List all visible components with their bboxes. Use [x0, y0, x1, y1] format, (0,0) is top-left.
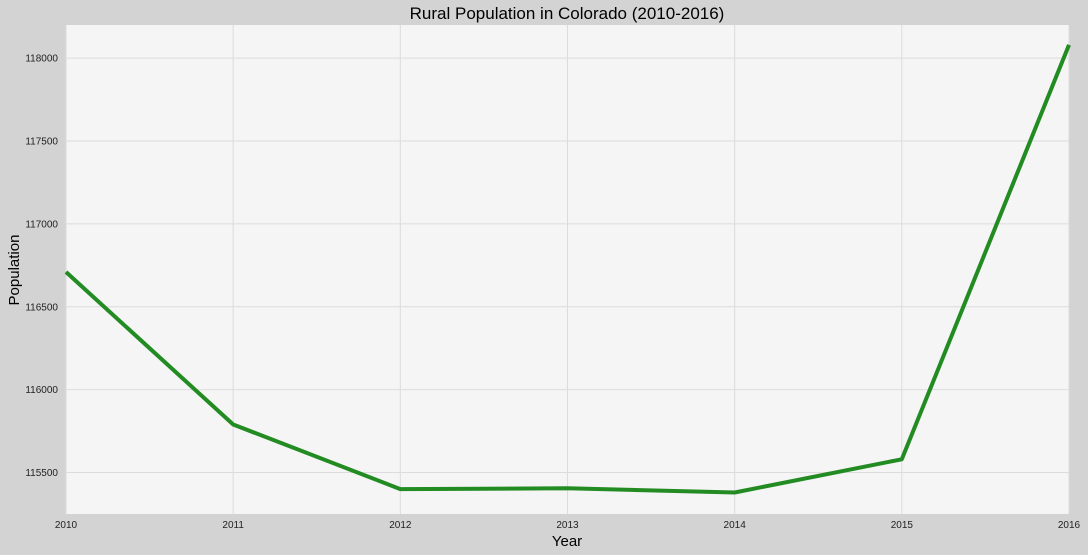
x-tick-label: 2015	[891, 520, 914, 531]
y-tick-label: 116500	[25, 302, 58, 313]
x-tick-label: 2013	[556, 520, 579, 531]
series	[64, 44, 1071, 495]
y-axis-label: Population	[6, 235, 23, 306]
grid	[65, 25, 1070, 514]
y-tick-label: 116000	[25, 385, 58, 396]
x-ticks: 2010 2011 2012 2013 2014 2015 2016	[55, 520, 1081, 531]
x-tick-label: 2010	[55, 520, 78, 531]
x-axis-label: Year	[552, 533, 582, 550]
y-tick-label: 117000	[25, 219, 58, 230]
y-tick-label: 117500	[25, 137, 58, 148]
x-tick-label: 2012	[389, 520, 412, 531]
y-ticks: 115500 116000 116500 117000 117500 118000	[25, 54, 58, 479]
x-tick-label: 2011	[222, 520, 244, 531]
chart-title: Rural Population in Colorado (2010-2016)	[410, 4, 725, 23]
x-tick-label: 2014	[724, 520, 747, 531]
series-line	[64, 44, 1071, 495]
y-tick-label: 118000	[25, 54, 58, 65]
x-tick-label: 2016	[1058, 520, 1081, 531]
y-tick-label: 115500	[25, 468, 58, 479]
